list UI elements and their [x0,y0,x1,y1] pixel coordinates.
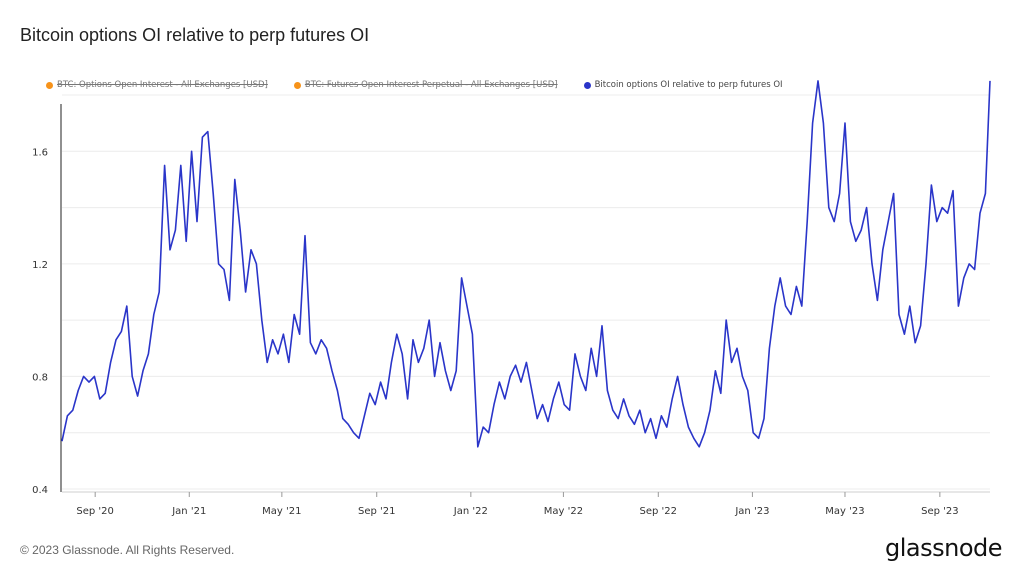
y-tick-label: 0.4 [32,485,48,496]
legend-item-options-oi[interactable]: BTC: Options Open Interest - All Exchang… [46,80,268,90]
x-tick-label: Jan '23 [734,506,769,517]
series-line [61,80,991,448]
legend-item-ratio[interactable]: Bitcoin options OI relative to perp futu… [583,80,783,90]
grid [62,94,990,490]
legend-label: Bitcoin options OI relative to perp futu… [594,80,783,90]
x-tick-label: Sep '23 [921,506,959,517]
glassnode-logo[interactable]: glassnode [884,534,1003,562]
x-tick-label: Sep '21 [358,506,396,517]
x-tick-label: May '21 [262,506,301,517]
legend-dot-icon [583,81,591,89]
x-tick-label: May '22 [544,506,583,517]
x-axis: Sep '20 Jan '21 May '21 Sep '21 Jan '22 May '… [62,491,990,517]
chart-title: Bitcoin options OI relative to perp futu… [20,25,370,45]
y-tick-label: 0.8 [32,372,48,383]
legend-item-futures-oi[interactable]: BTC: Futures Open Interest Perpetual - A… [293,80,558,90]
x-tick-label: Jan '21 [171,506,206,517]
x-tick-label: Sep '22 [640,506,678,517]
y-tick-label: 1.2 [32,260,48,271]
x-tick-label: May '23 [825,506,864,517]
x-tick-label: Sep '20 [76,506,114,517]
legend: BTC: Options Open Interest - All Exchang… [46,80,783,90]
legend-dot-icon [46,81,53,89]
y-tick-label: 1.6 [32,147,48,158]
legend-label: BTC: Options Open Interest - All Exchang… [57,80,268,90]
x-tick-label: Jan '22 [453,506,488,517]
series-group [61,80,991,448]
legend-dot-icon [293,81,301,89]
y-axis: 0.4 0.8 1.2 1.6 [32,147,48,496]
copyright: © 2023 Glassnode. All Rights Reserved. [20,543,235,557]
legend-label: BTC: Futures Open Interest Perpetual - A… [304,80,558,90]
